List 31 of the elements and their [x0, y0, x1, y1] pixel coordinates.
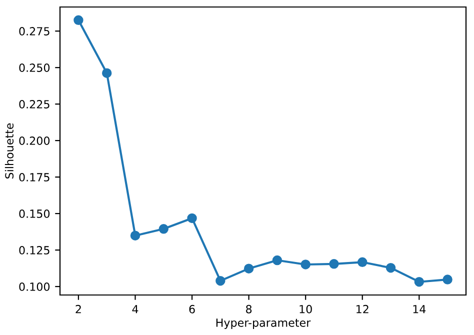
point [329, 259, 339, 269]
y-tick-label: 0.125 [19, 246, 50, 254]
point [300, 260, 310, 270]
y-tick-label: 0.275 [19, 27, 50, 36]
point [358, 257, 368, 268]
y-tick-label: 0.150 [19, 210, 50, 218]
point [244, 264, 254, 274]
x-tick-label: 8 [246, 304, 252, 314]
point [187, 213, 197, 224]
point [272, 255, 282, 266]
point [386, 262, 396, 273]
point [216, 276, 226, 286]
point [102, 68, 112, 78]
y-tick-label: 0.100 [19, 282, 50, 291]
x-axis-title: Hyper-parameter [216, 318, 311, 330]
point [130, 230, 140, 240]
x-tick-label: 4 [132, 305, 138, 314]
y-tick-label: 0.250 [19, 64, 50, 72]
x-tick-label: 14 [413, 305, 426, 314]
point [74, 15, 84, 25]
point [158, 224, 168, 234]
y-tick-label: 0.200 [19, 136, 50, 145]
x-tick-label: 12 [356, 304, 368, 314]
x-tick-label: 10 [300, 304, 312, 314]
x-tick-label: 6 [189, 304, 195, 314]
y-tick-label: 0.225 [19, 100, 50, 108]
y-axis-title: Silhouette [4, 123, 14, 179]
x-tick-label: 2 [76, 304, 81, 314]
point [414, 277, 424, 287]
y-tick-label: 0.175 [19, 173, 50, 182]
point [442, 274, 452, 284]
